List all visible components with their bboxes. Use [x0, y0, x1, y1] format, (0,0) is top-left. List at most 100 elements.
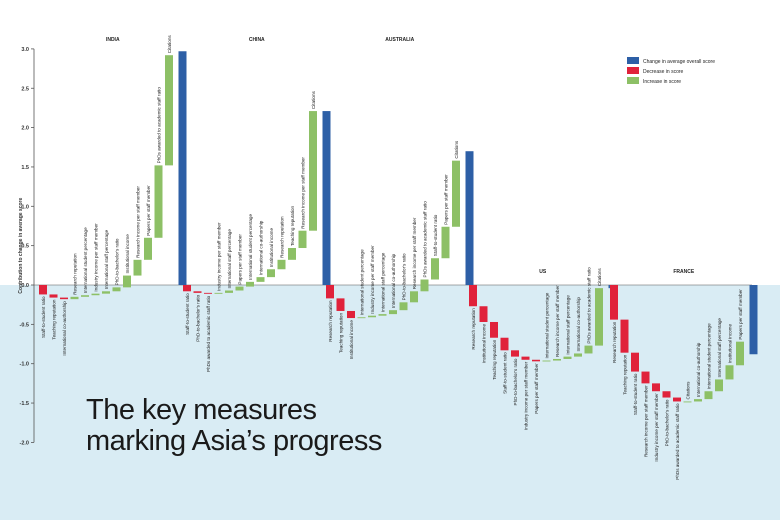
step-label: PhD-to-bachelor's ratio	[115, 238, 120, 285]
legend-label: Decrease in score	[643, 69, 684, 75]
step-bar	[214, 292, 223, 294]
step-bar	[490, 321, 498, 338]
step-bar	[441, 226, 450, 259]
step-label: Staff-to-student ratio	[503, 352, 508, 394]
step-label: International staff percentage	[104, 229, 109, 289]
step-label: Industry income per staff member	[370, 245, 375, 314]
step-label: PhD-to-bachelor's ratio	[196, 294, 201, 341]
step-bar	[336, 298, 345, 311]
step-bar	[102, 291, 110, 294]
step-bar	[225, 290, 233, 293]
step-bar	[420, 279, 429, 292]
step-label: Citations	[454, 140, 459, 159]
step-label: Research income per staff member	[644, 385, 649, 457]
step-label: Citations	[686, 381, 691, 400]
step-bar	[204, 292, 212, 294]
step-label: Research income per staff member	[555, 285, 560, 357]
step-label: Research reputation	[328, 300, 333, 342]
legend-label: Increase in score	[643, 79, 681, 85]
step-bar	[49, 294, 58, 298]
step-bar	[683, 401, 692, 403]
step-label: Teaching reputation	[623, 354, 628, 395]
step-bar	[662, 391, 671, 398]
step-label: Institutional income	[728, 324, 733, 364]
step-bar	[357, 317, 366, 319]
step-bar	[165, 55, 173, 166]
group-label: US	[539, 269, 547, 275]
step-label: Institutional income	[349, 320, 354, 360]
step-label: International student percentage	[360, 249, 365, 315]
y-tick-label: 2.0	[21, 126, 29, 132]
step-label: Papers per staff member	[146, 185, 151, 236]
below-zero-band	[0, 285, 780, 520]
step-label: PhDs awarded to academic staff ratio	[423, 201, 428, 278]
step-bar	[133, 259, 142, 276]
step-bar	[574, 353, 582, 357]
step-bar	[500, 337, 509, 351]
step-bar	[553, 358, 561, 361]
y-axis-title: Contribution to change in average score	[18, 198, 24, 294]
step-bar	[298, 230, 307, 249]
step-bar	[183, 285, 191, 292]
step-bar	[715, 379, 723, 392]
step-bar	[267, 269, 275, 278]
step-bar	[694, 399, 702, 402]
step-bar	[309, 111, 317, 231]
group-label: AUSTRALIA	[385, 37, 414, 43]
legend-swatch-overall	[627, 57, 639, 64]
step-label: Teaching reputation	[492, 339, 497, 380]
step-bar	[431, 258, 439, 280]
step-label: International co-authorship	[62, 301, 67, 356]
step-label: PhDs awarded to academic staff ratio	[675, 403, 680, 480]
step-label: PhD-to-bachelor's ratio	[402, 253, 407, 300]
step-label: International staff percentage	[717, 318, 722, 378]
step-label: Research income per staff member	[136, 186, 141, 258]
group-label: INDIA	[106, 37, 120, 43]
step-bar	[521, 356, 530, 360]
step-label: International student percentage	[707, 323, 712, 389]
step-bar	[532, 359, 540, 362]
step-bar	[389, 310, 397, 315]
step-label: PhDs awarded to academic staff ratio	[157, 87, 162, 164]
step-bar	[479, 306, 488, 322]
step-bar	[542, 360, 551, 362]
step-bar	[673, 397, 681, 402]
step-bar	[368, 315, 376, 318]
step-label: Industry income per staff member	[217, 222, 222, 291]
step-bar	[620, 319, 629, 353]
step-bar	[610, 285, 618, 320]
group-label: FRANCE	[673, 269, 694, 275]
step-bar	[277, 259, 286, 270]
y-tick-label: 1.5	[21, 165, 29, 171]
step-bar	[652, 383, 660, 392]
step-bar	[39, 285, 47, 295]
step-label: International student percentage	[545, 292, 550, 358]
step-label: Papers per staff member	[534, 363, 539, 414]
step-bar	[193, 291, 202, 293]
total-bar	[178, 51, 187, 285]
step-label: Teaching reputation	[290, 205, 295, 246]
step-bar	[704, 391, 713, 400]
step-bar	[123, 275, 131, 288]
y-tick-label: 3.0	[21, 47, 29, 53]
step-label: Research reputation	[471, 308, 476, 350]
step-bar	[641, 371, 650, 384]
step-bar	[347, 310, 355, 319]
step-bar	[563, 356, 572, 359]
step-bar	[154, 165, 163, 238]
step-label: International co-authorship	[259, 220, 264, 275]
step-label: Papers per staff member	[444, 174, 449, 225]
step-bar	[326, 285, 334, 299]
y-tick-label: 0.5	[21, 244, 29, 250]
y-tick-label: -0.5	[20, 322, 29, 328]
step-label: Industry income per staff member	[524, 361, 529, 430]
step-label: Institutional income	[125, 234, 130, 274]
step-label: International co-authorship	[391, 253, 396, 308]
step-label: Teaching reputation	[339, 313, 344, 354]
step-label: Papers per staff member	[238, 234, 243, 285]
step-bar	[595, 288, 603, 346]
y-tick-label: -2.0	[20, 440, 29, 446]
step-label: Industry income per staff member	[94, 223, 99, 292]
step-label: PhDs awarded to academic staff ratio	[587, 267, 592, 344]
